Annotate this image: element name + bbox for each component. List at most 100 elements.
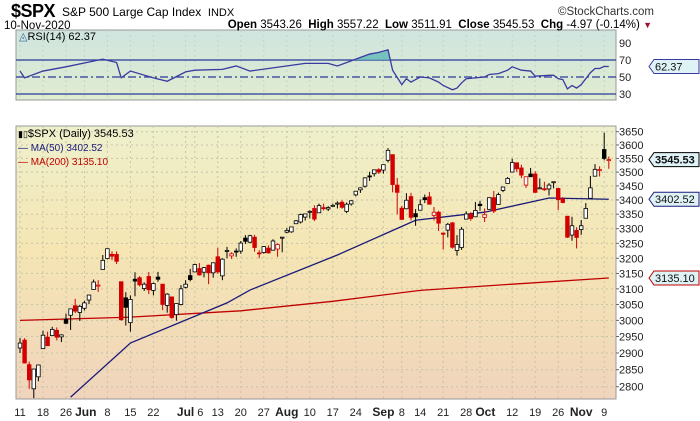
x-tick-label: 14: [414, 407, 426, 419]
candle-body: [261, 246, 266, 253]
candle-body: [528, 173, 533, 178]
candle: [454, 235, 460, 256]
candle-body: [247, 235, 253, 243]
candle-body: [164, 293, 170, 306]
candle-body: [537, 187, 542, 190]
ma200-legend: — MA(200) 3135.10: [18, 157, 109, 168]
candle-body: [266, 247, 271, 254]
candle: [385, 148, 391, 163]
candle: [256, 250, 262, 259]
candle-body: [335, 202, 340, 205]
candle-body: [551, 181, 556, 184]
price-panel: [15, 125, 617, 400]
y-tick-label: 3050: [619, 299, 643, 311]
candle: [220, 258, 225, 281]
candle-body: [486, 197, 492, 210]
candle-body: [588, 187, 593, 199]
close-tag-box: [648, 152, 700, 168]
candle: [169, 296, 174, 319]
open-label: Open: [227, 19, 258, 31]
rsi-line: [19, 48, 609, 91]
rsi-tag: 62.37: [648, 58, 700, 74]
candle-body: [422, 197, 427, 201]
candle: [68, 308, 73, 331]
candle-body: [68, 308, 73, 316]
chart-date: 10-Nov-2020: [4, 20, 71, 32]
candle: [243, 235, 248, 244]
y-tick-label: 3000: [619, 315, 643, 327]
candle-body: [477, 203, 483, 207]
candle: [210, 262, 216, 278]
candle: [275, 243, 280, 257]
x-tick-label: Jul: [177, 405, 194, 419]
candle: [197, 263, 202, 276]
candle: [215, 247, 220, 274]
candle: [119, 281, 124, 321]
candle: [574, 227, 579, 249]
candle: [141, 282, 147, 291]
candle-body: [151, 283, 156, 291]
symbol: $SPX: [11, 1, 56, 21]
candle: [404, 193, 409, 210]
candle: [36, 364, 41, 382]
candle-body: [123, 297, 128, 308]
candle: [500, 186, 506, 193]
candle-body: [284, 230, 289, 233]
candle-body: [275, 244, 280, 250]
candle: [86, 294, 92, 305]
candle-body: [141, 283, 147, 289]
candle-body: [569, 225, 575, 236]
candle: [592, 164, 598, 177]
candle: [367, 171, 372, 181]
candle: [266, 245, 271, 254]
ma50-line: [70, 197, 609, 398]
candle-body: [500, 186, 506, 191]
high-value: 3557.22: [337, 19, 379, 31]
candle-body: [592, 168, 598, 177]
candle: [408, 192, 414, 221]
candle-body: [367, 175, 372, 178]
candle: [362, 177, 368, 188]
candle: [105, 248, 110, 260]
y-tick-label: 2950: [619, 332, 643, 344]
candle-body: [431, 211, 437, 216]
candle-body: [50, 328, 55, 336]
x-tick-label: 9: [601, 407, 607, 419]
candle: [26, 361, 32, 389]
chg-label: Chg: [540, 19, 564, 31]
x-tick-label: 6: [197, 407, 203, 419]
x-tick-label: Nov: [570, 405, 593, 419]
x-tick-label: 19: [529, 407, 541, 419]
candle-body: [427, 196, 432, 205]
rsi-tick-label: 30: [619, 89, 631, 101]
candle-body: [312, 208, 317, 220]
candle-body: [233, 250, 239, 253]
x-tick-label: 18: [37, 407, 49, 419]
brand-link[interactable]: ©StockCharts.com: [557, 6, 654, 18]
candle: [224, 246, 230, 259]
candle: [440, 232, 446, 250]
x-tick-label: Jun: [75, 405, 96, 419]
candle-body: [100, 259, 105, 270]
close-tag: 3545.53: [648, 152, 700, 168]
candle-body: [325, 207, 331, 210]
candle: [330, 203, 335, 207]
candle: [436, 210, 441, 232]
candle: [31, 368, 36, 399]
candle-body: [394, 184, 400, 193]
candle-body: [597, 169, 602, 171]
low-value: 3511.91: [411, 19, 452, 31]
rsi-tag-box: [648, 58, 700, 74]
price-legend: ▮▯$SPX (Daily) 3545.53: [18, 128, 134, 140]
candle-body: [146, 276, 151, 291]
price-legend-text: $SPX (Daily) 3545.53: [27, 128, 134, 140]
candle-body: [91, 281, 96, 290]
candle-body: [298, 214, 303, 223]
candle-body: [344, 203, 349, 212]
open-value: 3543.26: [260, 19, 302, 31]
candle-body: [289, 226, 294, 233]
candle: [335, 201, 340, 209]
x-tick-label: 12: [506, 407, 518, 419]
y-tick-label: 3350: [619, 209, 643, 221]
x-tick-label: 26: [60, 407, 72, 419]
